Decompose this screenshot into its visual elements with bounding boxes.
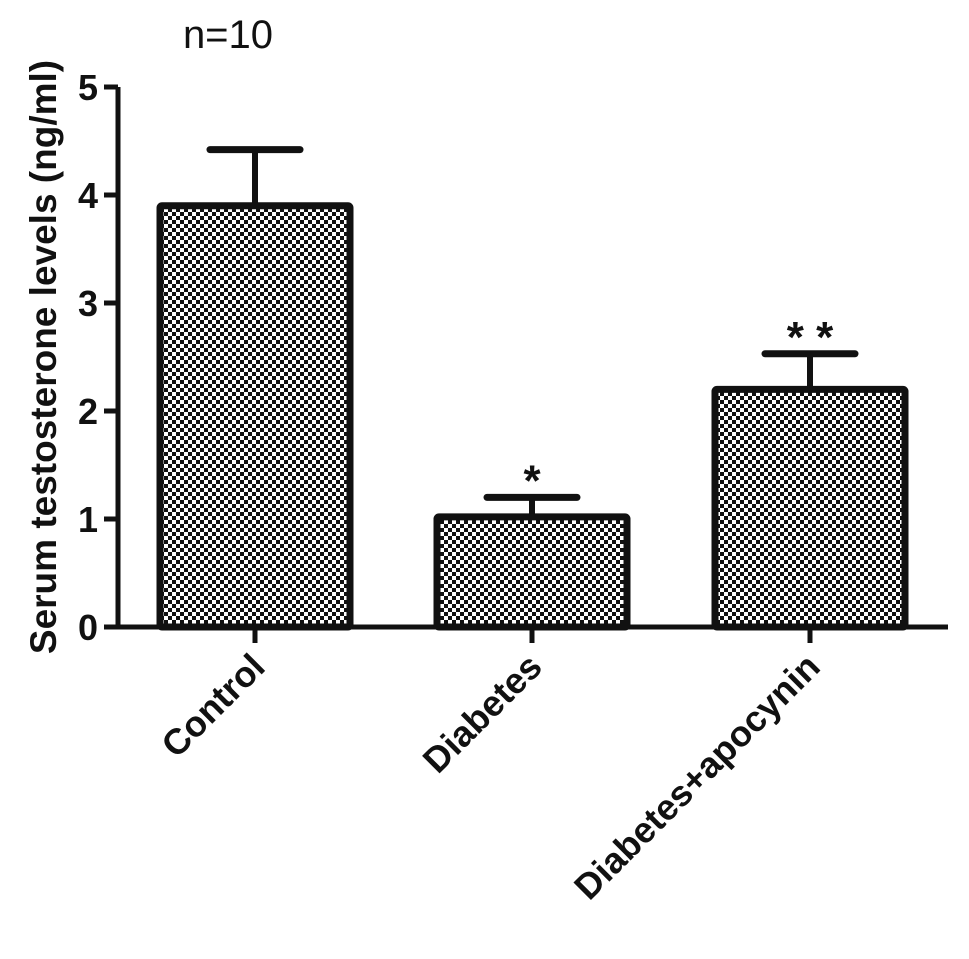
- y-axis-label: Serum testosterone levels (ng/ml): [23, 60, 64, 654]
- x-tick-label: Diabetes: [415, 646, 550, 781]
- x-tick-label: Diabetes+apocynin: [566, 646, 828, 908]
- x-tick-label: Control: [153, 646, 272, 765]
- y-tick-label: 4: [78, 175, 98, 216]
- y-tick-label: 0: [78, 607, 98, 648]
- y-tick-label: 2: [78, 391, 98, 432]
- bar-control: [156, 202, 354, 631]
- y-tick-label: 3: [78, 283, 98, 324]
- y-tick-label: 5: [78, 67, 98, 108]
- y-tick-label: 1: [78, 499, 98, 540]
- significance-marker: *: [523, 456, 541, 505]
- significance-marker: * *: [787, 313, 834, 362]
- bar-diabetes-apocynin: [711, 385, 909, 631]
- bar-diabetes: [433, 513, 631, 631]
- chart-title: n=10: [183, 13, 273, 57]
